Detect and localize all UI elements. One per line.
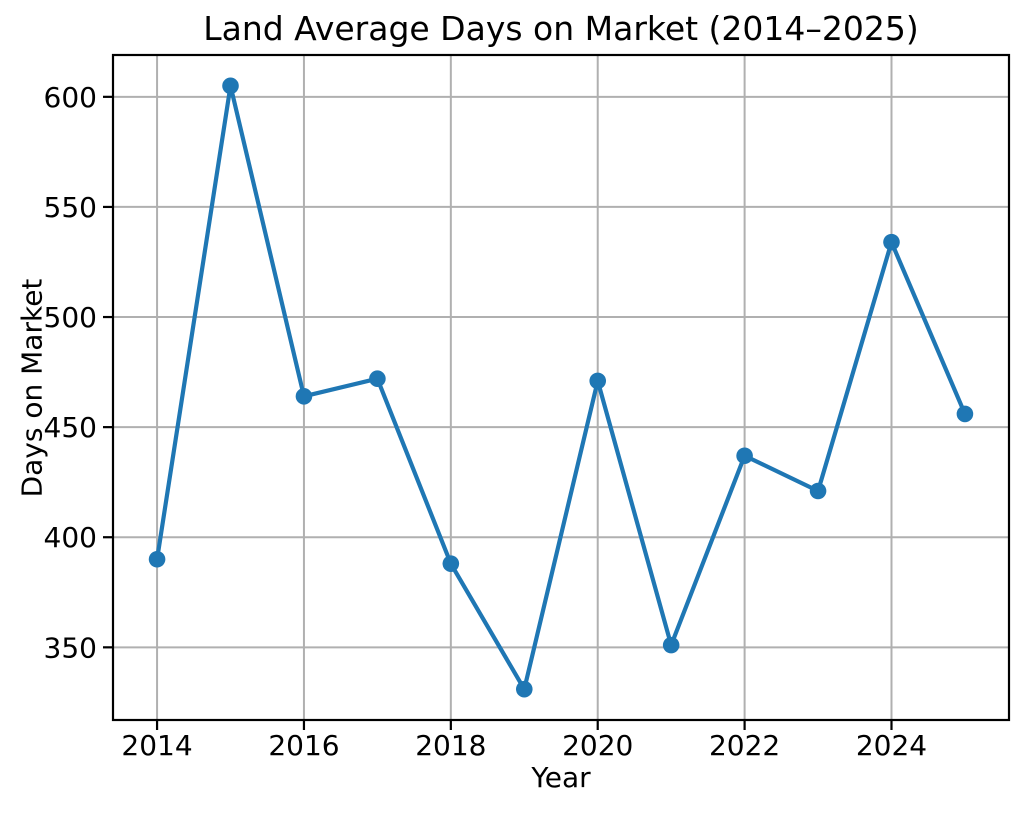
data-point	[736, 447, 753, 465]
y-tick-label: 600	[44, 81, 97, 114]
y-tick-label: 550	[44, 191, 97, 224]
y-tick-label: 450	[44, 411, 97, 444]
data-point	[589, 372, 607, 390]
y-tick-label: 500	[44, 301, 97, 334]
plot-border	[111, 53, 1011, 722]
data-point	[515, 680, 533, 698]
data-point	[222, 77, 239, 95]
x-tick-label: 2022	[709, 729, 780, 762]
x-tick-label: 2018	[415, 729, 486, 762]
data-line	[154, 83, 968, 692]
data-point	[956, 405, 974, 423]
x-tick-label: 2024	[856, 729, 927, 762]
data-point	[295, 388, 313, 405]
x-axis-label: Year	[531, 761, 591, 794]
data-point	[369, 370, 386, 387]
x-tick-label: 2020	[562, 729, 633, 762]
y-tick-label: 400	[44, 521, 97, 554]
data-point	[148, 550, 166, 568]
chart-title: Land Average Days on Market (2014–2025)	[203, 9, 919, 48]
data-point	[883, 233, 900, 251]
data-point	[442, 555, 460, 572]
y-axis-label: Days on Market	[15, 278, 49, 498]
x-tick-label: 2014	[121, 729, 192, 762]
x-tick-label: 2016	[268, 729, 339, 762]
data-point	[809, 482, 827, 500]
data-point	[662, 636, 680, 654]
y-tick-label: 350	[44, 631, 97, 664]
